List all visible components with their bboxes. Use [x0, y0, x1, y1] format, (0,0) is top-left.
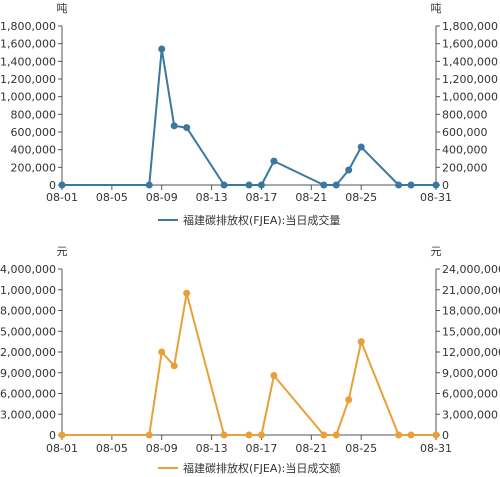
x-tick-label: 08-13 [196, 191, 228, 204]
y-tick-label-right: 1,800,000 [442, 20, 498, 33]
data-point[interactable] [395, 181, 403, 189]
data-point[interactable] [170, 122, 178, 130]
data-point[interactable] [220, 431, 228, 439]
data-point[interactable] [58, 181, 66, 189]
data-point[interactable] [245, 181, 253, 189]
y-tick-label-right: 24,000,000 [442, 263, 500, 276]
y-tick-label-right: 0 [442, 429, 449, 442]
y-tick-label-right: 1,600,000 [442, 38, 498, 51]
turnover-legend[interactable]: 福建碳排放权(FJEA):当日成交额 [158, 461, 340, 475]
y-tick-label-right: 1,400,000 [442, 55, 498, 68]
data-point[interactable] [257, 431, 265, 439]
data-point[interactable] [183, 289, 191, 297]
x-tick-label: 08-01 [46, 442, 78, 455]
x-tick-label: 08-31 [420, 191, 452, 204]
x-tick-label: 08-21 [295, 191, 327, 204]
data-point[interactable] [320, 431, 328, 439]
y-tick-label-left: 200,000 [11, 161, 57, 174]
data-point[interactable] [407, 181, 415, 189]
y-tick-label-right: 400,000 [442, 144, 488, 157]
turnover-right-unit: 元 [431, 245, 442, 258]
series-line [62, 292, 436, 436]
data-point[interactable] [183, 124, 191, 132]
x-tick-label: 08-01 [46, 191, 78, 204]
y-tick-label-left: 3,000,000 [0, 408, 56, 421]
series-line [62, 47, 436, 186]
y-tick-label-right: 200,000 [442, 161, 488, 174]
data-point[interactable] [345, 166, 353, 174]
y-tick-label-left: 1,600,000 [0, 38, 56, 51]
data-point[interactable] [270, 372, 278, 380]
volume-legend-label: 福建碳排放权(FJEA):当日成交量 [183, 213, 340, 227]
y-tick-label-left: 1,400,000 [0, 55, 56, 68]
y-tick-label-right: 600,000 [442, 126, 488, 139]
x-tick-label: 08-05 [96, 191, 128, 204]
data-point[interactable] [407, 431, 415, 439]
x-tick-label: 08-09 [146, 191, 178, 204]
data-point[interactable] [170, 362, 178, 370]
y-tick-label-right: 12,000,000 [442, 346, 500, 359]
volume-chart: 吨 吨 福建碳排放权(FJEA):当日成交量 0 0 200,000 200,000 4… [0, 2, 498, 227]
y-tick-label-left: 15,000,000 [0, 325, 56, 338]
x-tick-label: 08-05 [96, 442, 128, 455]
y-tick-label-left: 21,000,000 [0, 284, 56, 297]
x-tick-label: 08-25 [345, 191, 377, 204]
data-point[interactable] [332, 431, 340, 439]
data-point[interactable] [357, 338, 365, 346]
turnover-left-unit: 元 [57, 245, 68, 258]
y-tick-label-left: 1,800,000 [0, 20, 56, 33]
volume-left-unit: 吨 [57, 2, 68, 15]
data-point[interactable] [432, 431, 440, 439]
y-tick-label-left: 18,000,000 [0, 305, 56, 318]
y-tick-label-left: 0 [49, 179, 56, 192]
data-point[interactable] [257, 181, 265, 189]
data-point[interactable] [270, 157, 278, 165]
y-tick-label-right: 1,200,000 [442, 73, 498, 86]
y-tick-label-right: 18,000,000 [442, 305, 500, 318]
turnover-legend-label: 福建碳排放权(FJEA):当日成交额 [183, 461, 340, 475]
y-tick-label-right: 0 [442, 179, 449, 192]
y-tick-label-left: 9,000,000 [0, 367, 56, 380]
y-tick-label-left: 6,000,000 [0, 388, 56, 401]
x-tick-label: 08-09 [146, 442, 178, 455]
y-tick-label-right: 1,000,000 [442, 91, 498, 104]
data-point[interactable] [432, 181, 440, 189]
data-point[interactable] [320, 181, 328, 189]
x-tick-label: 08-17 [245, 442, 277, 455]
y-tick-label-left: 600,000 [11, 126, 57, 139]
y-tick-label-right: 3,000,000 [442, 408, 498, 421]
data-point[interactable] [158, 348, 166, 356]
volume-right-unit: 吨 [431, 2, 442, 15]
y-tick-label-right: 800,000 [442, 108, 488, 121]
x-tick-label: 08-31 [420, 442, 452, 455]
y-tick-label-right: 9,000,000 [442, 367, 498, 380]
data-point[interactable] [58, 431, 66, 439]
x-tick-label: 08-17 [245, 191, 277, 204]
x-tick-label: 08-13 [196, 442, 228, 455]
data-point[interactable] [220, 181, 228, 189]
y-tick-label-right: 6,000,000 [442, 388, 498, 401]
y-tick-label-left: 400,000 [11, 144, 57, 157]
y-tick-label-right: 15,000,000 [442, 325, 500, 338]
data-point[interactable] [332, 181, 340, 189]
data-point[interactable] [345, 396, 353, 404]
x-tick-label: 08-25 [345, 442, 377, 455]
x-tick-label: 08-21 [295, 442, 327, 455]
data-point[interactable] [145, 431, 153, 439]
y-tick-label-left: 1,000,000 [0, 91, 56, 104]
data-point[interactable] [158, 45, 166, 53]
data-point[interactable] [395, 431, 403, 439]
y-tick-label-left: 12,000,000 [0, 346, 56, 359]
y-tick-label-right: 21,000,000 [442, 284, 500, 297]
data-point[interactable] [357, 143, 365, 151]
y-tick-label-left: 800,000 [11, 108, 57, 121]
y-tick-label-left: 1,200,000 [0, 73, 56, 86]
y-tick-label-left: 24,000,000 [0, 263, 56, 276]
y-tick-label-left: 0 [49, 429, 56, 442]
data-point[interactable] [245, 431, 253, 439]
data-point[interactable] [145, 181, 153, 189]
turnover-chart: 元 元 福建碳排放权(FJEA):当日成交额 0 0 3,000,000 3,000,… [0, 245, 500, 475]
volume-legend[interactable]: 福建碳排放权(FJEA):当日成交量 [158, 213, 340, 227]
